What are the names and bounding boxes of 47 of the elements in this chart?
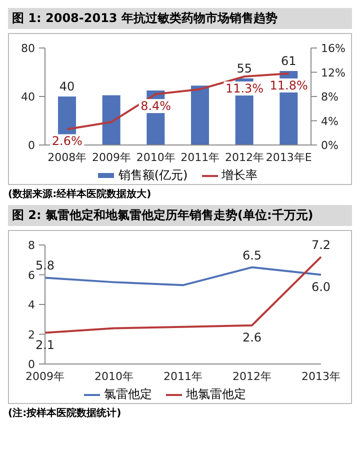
y-tick-label: 8 <box>28 239 35 252</box>
y-tick-label: 0 <box>28 358 35 371</box>
legend-label: 增长率 <box>222 167 258 184</box>
bar <box>102 95 120 145</box>
data-label: 61 <box>281 54 296 68</box>
text: (数据来源:经样本医院数据放大) <box>8 188 152 201</box>
legend-label: 氯雷他定 <box>104 386 152 403</box>
data-label: 6.5 <box>242 248 262 262</box>
bar <box>191 86 209 145</box>
chart-title: 图 1: 2008-2013 年抗过敏类药物市场销售趋势 <box>8 8 352 29</box>
y-tick-label: 2 <box>28 328 35 342</box>
x-tick-label: 2010年 <box>136 150 176 164</box>
x-tick-label: 2010年 <box>94 370 134 383</box>
y-tick-label: 0 <box>28 139 35 152</box>
y-tick-label: 80 <box>21 42 35 55</box>
data-label: 2.1 <box>35 338 55 352</box>
chart-title: 图 2: 氯雷他定和地氯雷他定历年销售走势(单位:千万元) <box>8 205 352 226</box>
x-tick-label: 2011年 <box>164 370 202 383</box>
x-tick-label: 2013年 <box>302 370 340 383</box>
data-label: 6.0 <box>311 280 331 294</box>
x-tick-label: 2008年 <box>48 150 87 164</box>
data-label: 7.2 <box>311 238 331 252</box>
y-tick-label: 4 <box>28 298 35 312</box>
text: (注:按样本医院数据统计) <box>8 406 122 420</box>
legend-label: 地氯雷他定 <box>186 386 246 403</box>
data-label: 11.3% <box>225 81 264 96</box>
y-tick-label: 40 <box>21 90 35 104</box>
x-tick-label: 2012年 <box>225 150 264 164</box>
legend-label: 销售额(亿元) <box>118 167 188 184</box>
x-tick-label: 2013年E <box>266 150 312 164</box>
y2-tick-label: 12% <box>321 66 346 80</box>
y2-tick-label: 16% <box>321 42 346 55</box>
x-tick-label: 2011年 <box>180 150 220 164</box>
data-label: 2.6% <box>52 134 82 148</box>
x-tick-label: 2012年 <box>232 370 272 383</box>
y2-tick-label: 0% <box>321 139 338 152</box>
y2-tick-label: 4% <box>321 114 338 128</box>
y2-tick-label: 8% <box>321 90 338 104</box>
x-tick-label: 2009年 <box>26 370 64 383</box>
y-tick-label: 6 <box>28 268 35 282</box>
data-label: 2.6 <box>242 330 262 344</box>
x-tick-label: 2009年 <box>92 150 131 164</box>
data-label: 5.8 <box>35 258 55 273</box>
data-label: 11.8% <box>270 78 308 92</box>
data-label: 55 <box>236 61 252 76</box>
data-label: 8.4% <box>140 99 172 114</box>
data-label: 40 <box>59 80 75 94</box>
